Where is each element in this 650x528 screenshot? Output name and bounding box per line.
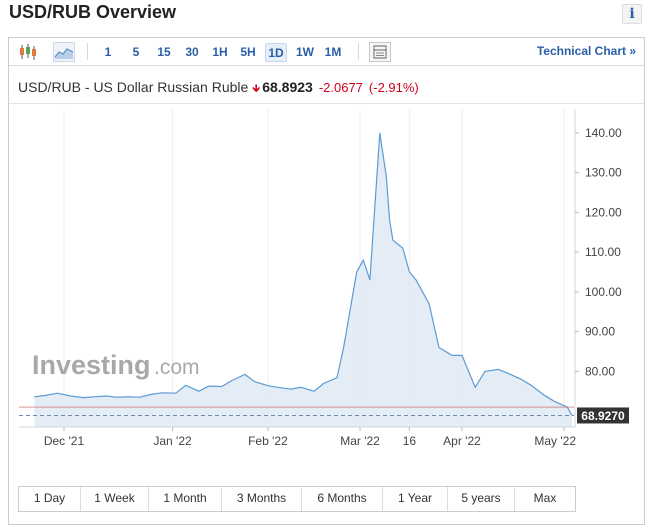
- table-icon[interactable]: [369, 42, 391, 62]
- info-icon[interactable]: i: [622, 4, 642, 24]
- technical-chart-link[interactable]: Technical Chart »: [536, 44, 636, 58]
- watermark-brand: Investing: [32, 350, 151, 380]
- toolbar-divider: [87, 43, 88, 60]
- range-6-months[interactable]: 6 Months: [302, 487, 383, 511]
- x-tick-label: Feb '22: [248, 434, 288, 448]
- range-1-day[interactable]: 1 Day: [19, 487, 81, 511]
- candlestick-chart-icon[interactable]: [17, 42, 39, 62]
- range-max[interactable]: Max: [533, 491, 557, 505]
- timeframe-1h[interactable]: 1H: [212, 45, 228, 59]
- x-tick-label: Apr '22: [443, 434, 481, 448]
- watermark-suffix: .com: [154, 356, 200, 379]
- price-area: [34, 132, 572, 427]
- y-tick-label: 80.00: [585, 364, 615, 378]
- timeframe-1d[interactable]: 1D: [265, 43, 287, 62]
- last-price: 68.8923: [262, 79, 313, 95]
- range-5-years[interactable]: 5 years: [448, 487, 515, 511]
- y-tick-label: 90.00: [585, 325, 615, 339]
- time-range-bar: 1 Day 1 Week 1 Month 3 Months 6 Months 1…: [18, 486, 576, 512]
- x-tick-label: Dec '21: [44, 434, 85, 448]
- range-1-year[interactable]: 1 Year: [383, 487, 448, 511]
- price-change: -2.0677: [318, 80, 363, 95]
- x-tick-label: 16: [403, 434, 417, 448]
- last-value-badge: [577, 407, 629, 424]
- divider: [9, 103, 644, 104]
- y-tick-label: 110.00: [585, 245, 621, 259]
- y-tick-label: 120.00: [585, 205, 622, 219]
- timeframe-15[interactable]: 15: [157, 45, 171, 59]
- timeframe-1m[interactable]: 1M: [324, 45, 342, 59]
- quote-header: USD/RUB - US Dollar Russian Ruble 🡻 68.892…: [18, 79, 419, 99]
- range-1-month[interactable]: 1 Month: [149, 487, 222, 511]
- last-value-label: 68.9270: [581, 409, 625, 423]
- price-change-percent: (-2.91%): [368, 80, 419, 95]
- investing-watermark: Investing .com: [32, 350, 200, 380]
- timeframe-1w[interactable]: 1W: [296, 45, 314, 59]
- timeframe-1[interactable]: 1: [104, 45, 112, 59]
- x-tick-label: Jan '22: [153, 434, 192, 448]
- y-tick-label: 130.00: [585, 166, 622, 180]
- range-3-months[interactable]: 3 Months: [222, 487, 302, 511]
- range-1-week[interactable]: 1 Week: [81, 487, 149, 511]
- x-tick-label: Mar '22: [340, 434, 380, 448]
- price-line: [34, 132, 573, 416]
- chart-toolbar: 1 5 15 30 1H 5H 1D 1W 1M Technical Chart…: [9, 38, 644, 66]
- y-tick-label: 140.00: [585, 126, 622, 140]
- timeframe-5[interactable]: 5: [132, 45, 140, 59]
- arrow-down-icon: 🡻: [252, 83, 261, 95]
- toolbar-divider: [358, 43, 359, 60]
- timeframe-5h[interactable]: 5H: [240, 45, 256, 59]
- x-tick-label: May '22: [534, 434, 576, 448]
- instrument-name: USD/RUB - US Dollar Russian Ruble: [18, 79, 249, 95]
- price-chart[interactable]: Investing .com 80.00 90.00 100.00 110.00 120…: [9, 104, 644, 474]
- chart-widget: 1 5 15 30 1H 5H 1D 1W 1M Technical Chart…: [8, 37, 645, 525]
- area-chart-icon[interactable]: [53, 42, 75, 62]
- timeframe-30[interactable]: 30: [185, 45, 199, 59]
- page-title: USD/RUB Overview: [9, 2, 177, 22]
- y-tick-label: 100.00: [585, 285, 622, 299]
